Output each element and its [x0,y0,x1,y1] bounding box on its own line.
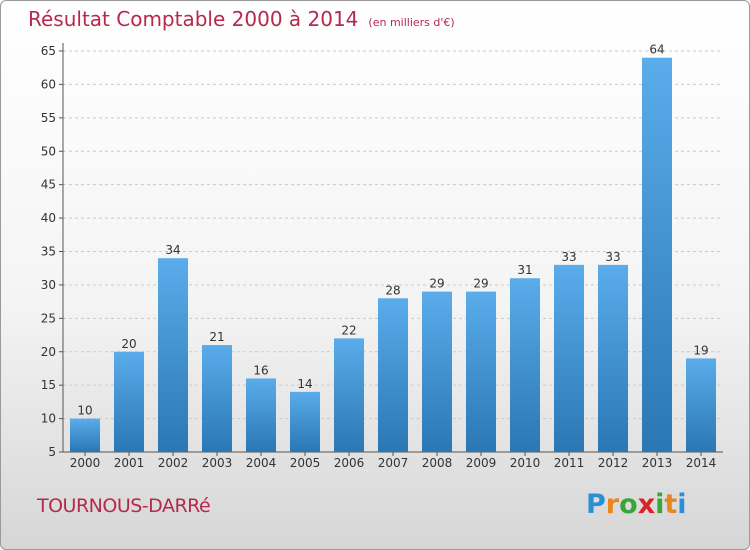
value-label: 31 [517,263,532,277]
bars [70,57,716,452]
value-label: 33 [605,250,620,264]
x-tick-label: 2008 [422,456,453,470]
value-label: 21 [209,330,224,344]
value-label: 34 [165,243,180,257]
chart-subtitle: (en milliers d'€) [368,16,455,29]
bar-2006 [334,338,364,452]
bar-2002 [158,258,188,452]
x-tick-label: 2000 [70,456,101,470]
x-tick-label: 2014 [686,456,717,470]
x-tick-label: 2001 [114,456,145,470]
bar-2000 [70,418,100,452]
value-label: 14 [297,377,312,391]
bar-2004 [246,378,276,452]
y-tick-label: 25 [41,311,56,325]
x-tick-label: 2005 [290,456,321,470]
bar-2005 [290,391,320,452]
x-tick-label: 2002 [158,456,189,470]
y-tick-label: 20 [41,345,56,359]
value-label: 33 [561,250,576,264]
y-tick-label: 45 [41,178,56,192]
chart-title-text: Résultat Comptable 2000 à 2014 [28,7,359,31]
y-tick-label: 40 [41,211,56,225]
value-label: 10 [77,404,92,418]
bar-2009 [466,291,496,452]
value-label: 20 [121,337,136,351]
value-label: 64 [649,43,664,57]
x-tick-label: 2009 [466,456,497,470]
y-tick-label: 10 [41,412,56,426]
y-tick-label: 65 [41,44,56,58]
x-tick-label: 2006 [334,456,365,470]
place-name: TOURNOUS-DARRé [37,495,211,517]
x-tick-label: 2007 [378,456,409,470]
value-label: 28 [385,283,400,297]
bar-2003 [202,345,232,452]
x-tick-label: 2010 [510,456,541,470]
x-tick-label: 2004 [246,456,277,470]
value-label: 29 [429,277,444,291]
x-tick-label: 2003 [202,456,233,470]
y-tick-label: 30 [41,278,56,292]
bar-2013 [642,57,672,452]
x-tick-label: 2011 [554,456,585,470]
bar-2001 [114,351,144,452]
bar-2010 [510,278,540,452]
value-label: 22 [341,323,356,337]
y-tick-label: 15 [41,378,56,392]
y-tick-label: 35 [41,245,56,259]
bar-2007 [378,298,408,452]
x-tick-label: 2012 [598,456,629,470]
value-label: 16 [253,363,268,377]
x-tick-label: 2013 [642,456,673,470]
labels: 5 10 15 20 25 30 35 40 45 50 55 60 65 10 2000 20 2001 34 2… [41,43,717,470]
y-tick-label: 5 [48,445,56,459]
y-tick-label: 55 [41,111,56,125]
proxiti-logo[interactable]: Proxiti [586,489,687,520]
y-tick-label: 50 [41,144,56,158]
y-tick-label: 60 [41,77,56,91]
value-label: 29 [473,277,488,291]
bar-2008 [422,291,452,452]
chart-title: Résultat Comptable 2000 à 2014 (en millie… [28,7,455,31]
bar-2014 [686,358,716,452]
value-label: 19 [693,343,708,357]
bar-2011 [554,264,584,452]
bar-2012 [598,264,628,452]
